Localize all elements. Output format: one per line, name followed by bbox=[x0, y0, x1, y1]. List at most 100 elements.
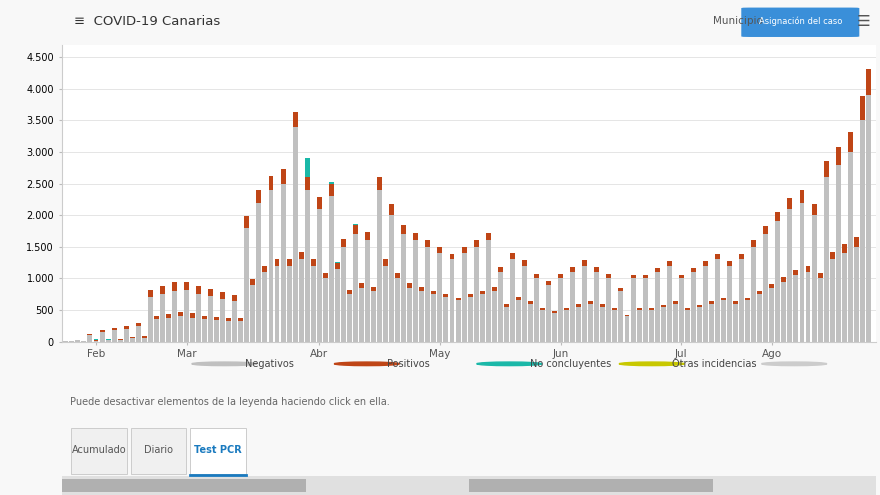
Bar bbox=[112, 330, 116, 342]
Bar bbox=[420, 287, 424, 291]
Bar bbox=[359, 288, 364, 342]
Bar bbox=[437, 253, 443, 342]
Bar bbox=[492, 287, 496, 291]
Bar bbox=[612, 310, 618, 342]
Bar bbox=[76, 340, 80, 342]
Bar bbox=[226, 317, 231, 321]
Bar bbox=[583, 260, 587, 266]
Bar bbox=[220, 298, 225, 342]
Bar bbox=[395, 273, 400, 278]
Text: Acumulado: Acumulado bbox=[72, 446, 127, 455]
Bar bbox=[160, 294, 165, 342]
Bar bbox=[847, 152, 853, 342]
Bar bbox=[781, 282, 787, 342]
Circle shape bbox=[762, 362, 827, 366]
Bar bbox=[721, 300, 726, 342]
Bar bbox=[275, 259, 280, 266]
Bar bbox=[775, 212, 781, 221]
Bar bbox=[251, 285, 255, 342]
Bar bbox=[625, 316, 629, 342]
Bar bbox=[739, 259, 744, 342]
Bar bbox=[154, 316, 158, 319]
Bar bbox=[425, 247, 430, 342]
Bar bbox=[298, 259, 304, 342]
Bar bbox=[703, 266, 708, 342]
Bar bbox=[667, 266, 671, 342]
Bar bbox=[262, 266, 268, 272]
Bar bbox=[311, 266, 316, 342]
Bar bbox=[268, 176, 274, 190]
Bar bbox=[805, 272, 810, 342]
Text: Otras incidencias: Otras incidencias bbox=[672, 359, 757, 369]
Bar bbox=[456, 300, 460, 342]
Bar bbox=[87, 334, 92, 335]
Bar bbox=[570, 272, 576, 342]
Bar bbox=[830, 251, 834, 259]
Bar bbox=[178, 316, 183, 342]
Bar bbox=[600, 307, 605, 342]
Bar bbox=[619, 291, 623, 342]
Bar bbox=[407, 288, 412, 342]
Bar bbox=[136, 326, 141, 342]
Bar bbox=[99, 332, 105, 342]
Bar bbox=[673, 303, 678, 342]
Bar bbox=[516, 297, 521, 300]
Bar bbox=[836, 147, 840, 165]
Bar bbox=[456, 297, 460, 300]
Bar bbox=[854, 247, 859, 342]
Bar bbox=[371, 287, 376, 291]
Bar bbox=[304, 158, 310, 177]
Bar bbox=[842, 244, 847, 253]
Bar bbox=[492, 291, 496, 342]
Bar bbox=[444, 294, 449, 297]
Bar bbox=[552, 311, 557, 313]
Bar bbox=[359, 284, 364, 288]
Bar bbox=[275, 266, 280, 342]
Bar bbox=[697, 307, 702, 342]
Bar bbox=[371, 291, 376, 342]
Bar bbox=[836, 165, 840, 342]
Bar bbox=[589, 303, 593, 342]
Bar bbox=[160, 286, 165, 294]
Bar bbox=[775, 221, 781, 342]
Bar bbox=[178, 312, 183, 316]
Bar bbox=[256, 190, 261, 202]
Bar bbox=[444, 297, 449, 342]
Bar bbox=[727, 266, 732, 342]
Bar bbox=[93, 341, 99, 342]
Bar bbox=[196, 294, 201, 342]
Bar bbox=[631, 275, 635, 278]
Bar bbox=[564, 310, 569, 342]
Bar bbox=[82, 341, 86, 342]
Bar bbox=[450, 259, 454, 342]
Bar bbox=[323, 278, 327, 342]
Text: ≡  COVID-19 Canarias: ≡ COVID-19 Canarias bbox=[74, 15, 220, 28]
Bar bbox=[594, 267, 599, 272]
Bar bbox=[462, 253, 466, 342]
Bar bbox=[142, 338, 147, 342]
Bar bbox=[148, 297, 153, 342]
Bar bbox=[293, 127, 297, 342]
Circle shape bbox=[192, 362, 257, 366]
Bar bbox=[256, 202, 261, 342]
Bar bbox=[745, 300, 750, 342]
Bar bbox=[860, 97, 865, 120]
Bar bbox=[636, 308, 642, 310]
Bar bbox=[570, 267, 576, 272]
Bar bbox=[691, 268, 696, 272]
Bar bbox=[528, 303, 533, 342]
Bar bbox=[209, 296, 213, 342]
Bar bbox=[347, 290, 352, 294]
Bar bbox=[341, 239, 346, 247]
Bar bbox=[335, 263, 340, 269]
Bar bbox=[281, 169, 285, 184]
Bar bbox=[437, 247, 443, 253]
Bar bbox=[226, 321, 231, 342]
Bar bbox=[245, 216, 249, 228]
Bar bbox=[625, 315, 629, 316]
Bar bbox=[184, 282, 189, 290]
Bar bbox=[612, 308, 618, 310]
Bar bbox=[758, 294, 762, 342]
Text: ☰: ☰ bbox=[856, 14, 870, 29]
Text: Diario: Diario bbox=[144, 446, 173, 455]
